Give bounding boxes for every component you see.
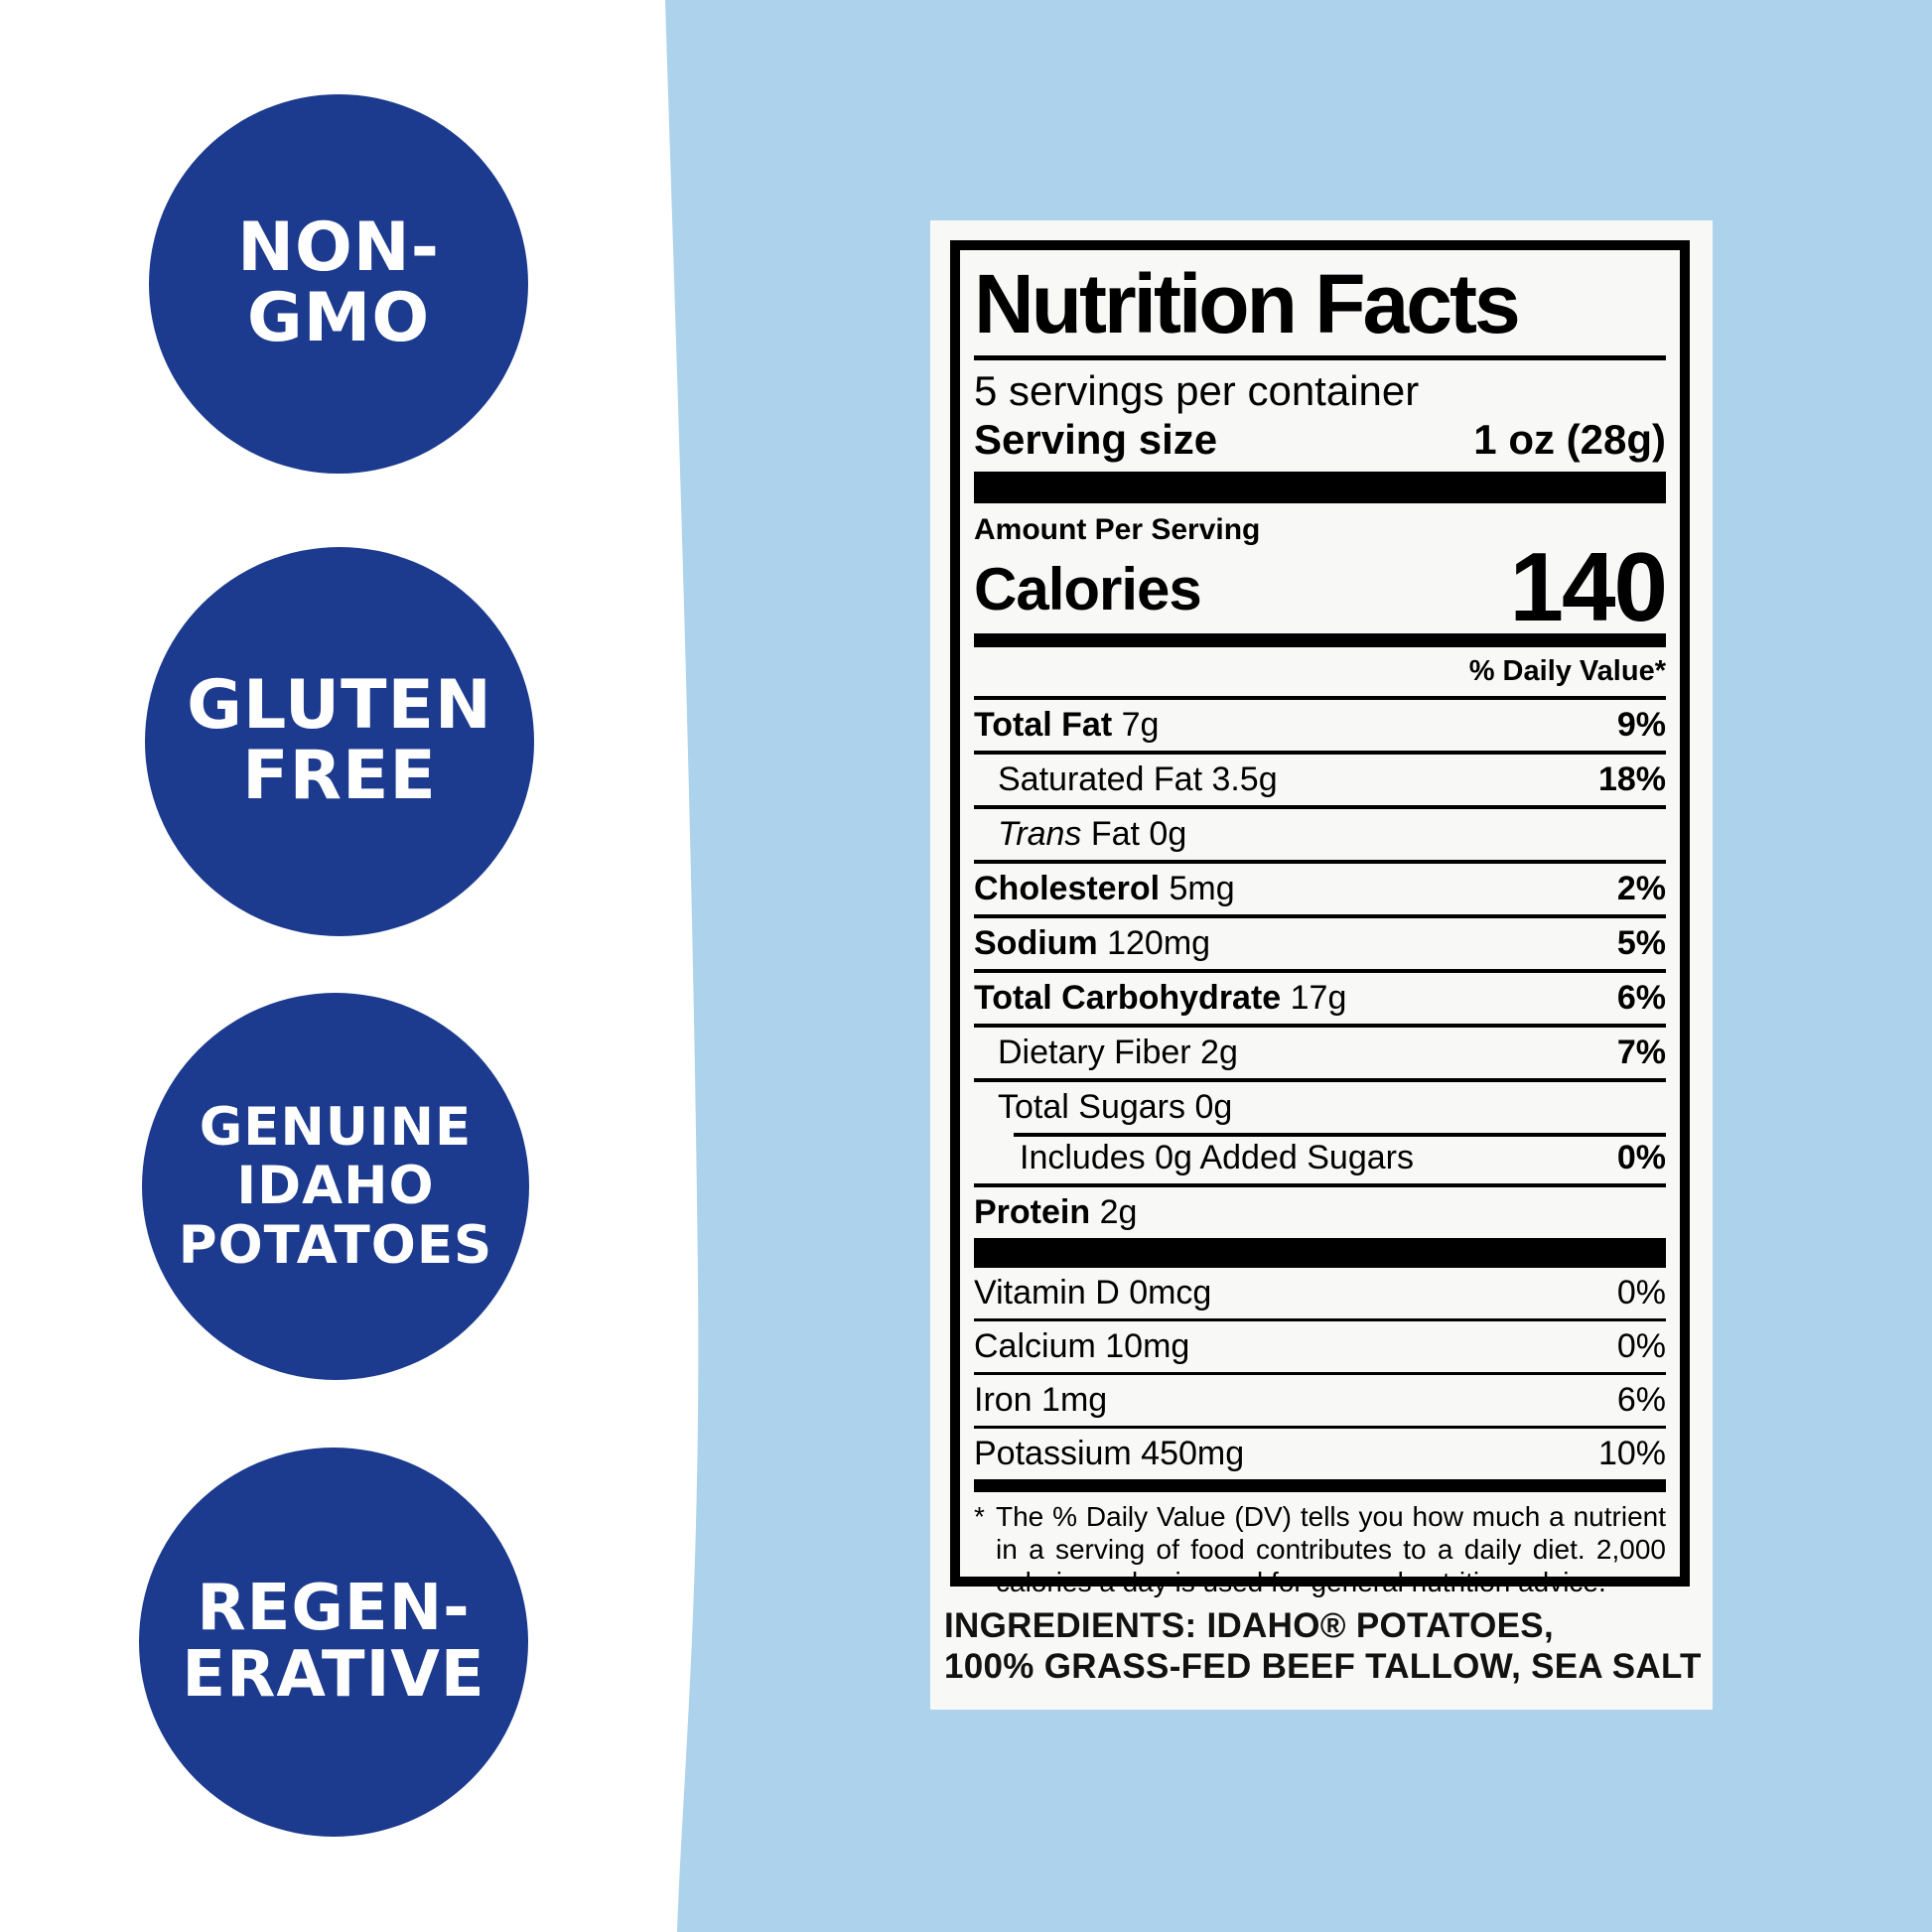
nutrient-row-cholesterol: Cholesterol 5mg 2% bbox=[974, 859, 1666, 914]
row-name: Saturated Fat 3.5g bbox=[974, 761, 1278, 797]
row-name: Total Sugars 0g bbox=[974, 1089, 1232, 1125]
badge-line: POTATOES bbox=[178, 1214, 493, 1276]
nutrition-panel: Nutrition Facts 5 servings per container… bbox=[930, 220, 1713, 1710]
row-daily-value: 9% bbox=[1616, 705, 1666, 744]
row-name-italic: Trans bbox=[998, 814, 1082, 853]
badge-line: FREE bbox=[242, 737, 437, 815]
daily-value-header: % Daily Value* bbox=[1468, 654, 1666, 687]
row-daily-value: 6% bbox=[1616, 978, 1666, 1017]
nutrient-row-trans-fat: Trans Fat 0g bbox=[974, 804, 1666, 860]
badge-line: GLUTEN bbox=[187, 666, 492, 746]
vitamin-row-iron: Iron 1mg 6% bbox=[974, 1372, 1666, 1426]
row-name-bold: Total Fat bbox=[974, 705, 1113, 744]
thin-separator-bar bbox=[974, 1479, 1666, 1493]
ingredients-statement: INGREDIENTS: IDAHO® POTATOES, 100% GRASS… bbox=[944, 1606, 1703, 1687]
vitamin-row-potassium: Potassium 450mg 10% bbox=[974, 1426, 1666, 1479]
footnote-asterisk: * bbox=[974, 1501, 985, 1533]
row-name: Iron 1mg bbox=[974, 1381, 1108, 1420]
row-name: Total Carbohydrate 17g bbox=[974, 980, 1346, 1016]
badge-line: REGEN- bbox=[197, 1572, 471, 1646]
row-name: Calcium 10mg bbox=[974, 1327, 1190, 1366]
row-name-rest: Saturated Fat 3.5g bbox=[998, 759, 1278, 798]
row-daily-value: 0% bbox=[1616, 1327, 1666, 1366]
badge-gluten-free: GLUTEN FREE bbox=[145, 547, 534, 936]
badge-genuine-idaho-potatoes: GENUINE IDAHO POTATOES bbox=[142, 993, 529, 1380]
row-name-bold: Sodium bbox=[974, 923, 1098, 962]
row-name: Includes 0g Added Sugars bbox=[974, 1140, 1414, 1175]
row-name: Potassium 450mg bbox=[974, 1435, 1245, 1473]
nutrient-row-total-carbohydrate: Total Carbohydrate 17g 6% bbox=[974, 968, 1666, 1024]
footnote-text: The % Daily Value (DV) tells you how muc… bbox=[996, 1501, 1666, 1597]
row-name-bold: Cholesterol bbox=[974, 869, 1161, 907]
row-name: Sodium 120mg bbox=[974, 925, 1210, 961]
row-name-bold: Total Carbohydrate bbox=[974, 978, 1282, 1017]
row-name-rest: 2g bbox=[1090, 1193, 1138, 1231]
amount-per-serving-label: Amount Per Serving bbox=[974, 513, 1261, 547]
serving-size-value: 1 oz (28g) bbox=[1473, 416, 1666, 464]
calories-value: 140 bbox=[1509, 532, 1668, 642]
row-daily-value: 0% bbox=[1616, 1274, 1666, 1312]
medium-separator-bar bbox=[974, 632, 1666, 647]
row-daily-value: 2% bbox=[1616, 869, 1666, 907]
row-name-rest: 7g bbox=[1112, 705, 1160, 744]
serving-size-row: Serving size 1 oz (28g) bbox=[974, 413, 1666, 470]
row-daily-value: 0% bbox=[1616, 1138, 1666, 1176]
row-name: Dietary Fiber 2g bbox=[974, 1035, 1238, 1070]
row-daily-value: 6% bbox=[1616, 1381, 1666, 1420]
nutrient-row-added-sugars: Includes 0g Added Sugars 0% bbox=[974, 1132, 1666, 1183]
row-name-rest: Dietary Fiber 2g bbox=[998, 1033, 1238, 1071]
nutrient-row-protein: Protein 2g bbox=[974, 1183, 1666, 1238]
row-name-rest: 120mg bbox=[1097, 923, 1211, 962]
badge-line: NON- bbox=[237, 208, 440, 288]
row-name: Total Fat 7g bbox=[974, 707, 1159, 743]
servings-per-container: 5 servings per container bbox=[974, 367, 1420, 414]
badge-regenerative: REGEN- ERATIVE bbox=[139, 1448, 528, 1837]
row-name: Protein 2g bbox=[974, 1194, 1137, 1230]
calories-row: Calories 140 bbox=[974, 532, 1668, 642]
calories-label: Calories bbox=[974, 555, 1202, 622]
row-name: Cholesterol 5mg bbox=[974, 871, 1235, 906]
nutrient-row-total-fat: Total Fat 7g 9% bbox=[974, 695, 1666, 751]
nutrient-row-sodium: Sodium 120mg 5% bbox=[974, 913, 1666, 969]
ingredients-line-1: INGREDIENTS: IDAHO® POTATOES, bbox=[944, 1606, 1554, 1645]
nutrient-row-saturated-fat: Saturated Fat 3.5g 18% bbox=[974, 750, 1666, 805]
thick-separator-bar bbox=[974, 472, 1666, 504]
divider-rule bbox=[974, 355, 1666, 360]
badge-line: ERATIVE bbox=[182, 1638, 485, 1712]
ingredients-line-2: 100% GRASS-FED BEEF TALLOW, SEA SALT bbox=[944, 1646, 1702, 1686]
row-name-rest: 17g bbox=[1281, 978, 1347, 1017]
row-name-rest: Includes 0g Added Sugars bbox=[1020, 1138, 1414, 1176]
serving-size-label: Serving size bbox=[974, 416, 1218, 464]
badge-line: GENUINE bbox=[199, 1096, 473, 1158]
row-name-rest: Total Sugars 0g bbox=[998, 1087, 1233, 1126]
thick-separator-bar bbox=[974, 1238, 1666, 1269]
row-name: Trans Fat 0g bbox=[974, 816, 1186, 852]
row-name-rest: 5mg bbox=[1160, 869, 1235, 907]
row-name-bold: Protein bbox=[974, 1193, 1091, 1231]
badge-non-gmo: NON- GMO bbox=[149, 94, 528, 474]
vitamin-row-calcium: Calcium 10mg 0% bbox=[974, 1318, 1666, 1372]
row-name: Vitamin D 0mcg bbox=[974, 1274, 1212, 1312]
nutrition-facts-box: Nutrition Facts 5 servings per container… bbox=[950, 240, 1690, 1597]
nutrient-row-total-sugars: Total Sugars 0g bbox=[974, 1077, 1666, 1133]
row-daily-value: 18% bbox=[1597, 759, 1666, 798]
row-name-rest: Fat 0g bbox=[1081, 814, 1187, 853]
row-daily-value: 10% bbox=[1597, 1435, 1666, 1473]
badge-line: GMO bbox=[246, 279, 431, 357]
vitamin-row-vitamin-d: Vitamin D 0mcg 0% bbox=[974, 1268, 1666, 1318]
daily-value-footnote: * The % Daily Value (DV) tells you how m… bbox=[974, 1492, 1666, 1598]
nutrient-row-dietary-fiber: Dietary Fiber 2g 7% bbox=[974, 1023, 1666, 1078]
row-daily-value: 5% bbox=[1616, 923, 1666, 962]
badge-line: IDAHO bbox=[236, 1156, 435, 1217]
nutrition-facts-title: Nutrition Facts bbox=[974, 257, 1521, 350]
row-daily-value: 7% bbox=[1616, 1033, 1666, 1071]
